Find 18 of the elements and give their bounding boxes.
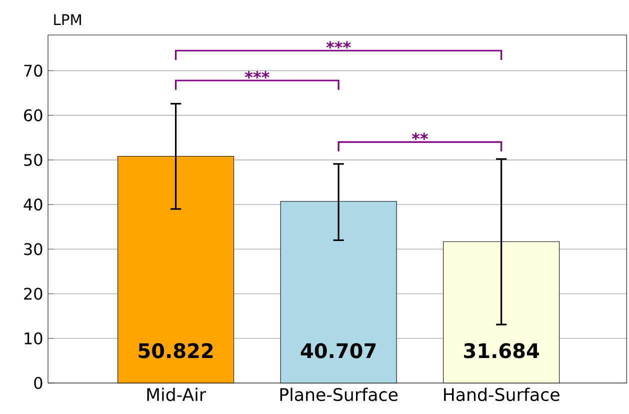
x-tick-label: Mid-Air [147,388,206,402]
y-tick-label: 0 [34,376,42,390]
data-label: 40.707 [300,343,376,358]
y-tick-label: 30 [24,243,42,256]
y-tick-label: 60 [24,109,42,122]
y-tick-label: 20 [24,288,42,300]
annotation: *** [244,71,270,78]
y-axis-title: LPM [54,14,81,25]
data-label: 50.822 [138,343,213,358]
annotation: ** [412,132,428,140]
data-label: 31.684 [464,343,539,358]
y-tick-label: 50 [24,154,42,166]
annotation: *** [326,41,351,49]
y-tick-label: 40 [24,198,42,211]
x-tick-label: Hand-Surface [444,388,560,402]
y-tick-label: 70 [24,64,42,77]
y-tick-label: 10 [24,332,42,344]
x-tick-label: Plane-Surface [280,388,398,402]
